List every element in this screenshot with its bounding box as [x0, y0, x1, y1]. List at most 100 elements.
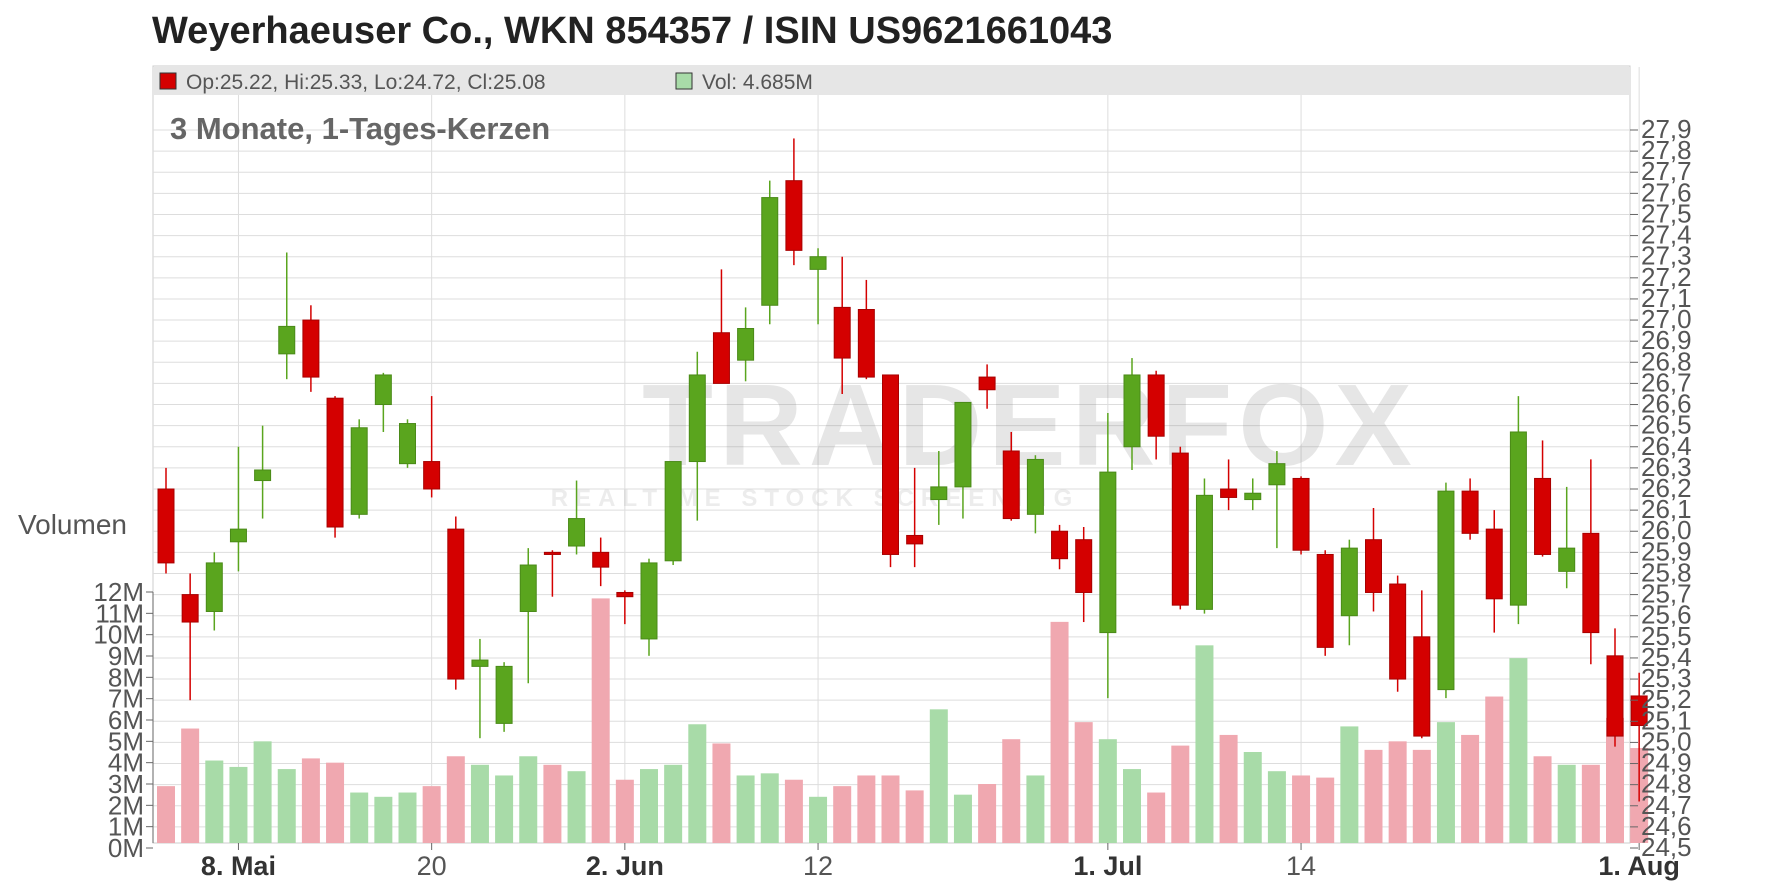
price-tick-label: 25,5 — [1641, 621, 1692, 651]
price-tick-label: 26,8 — [1641, 346, 1692, 376]
price-tick-label: 24,7 — [1641, 790, 1692, 820]
volume-bar — [640, 769, 658, 843]
volume-bar — [543, 764, 562, 843]
volume-tick-label: 12M — [93, 577, 144, 607]
volume-bar — [1340, 726, 1359, 843]
candle — [495, 662, 513, 732]
volume-bar — [1485, 696, 1504, 843]
candle-body — [181, 594, 199, 623]
volume-bar — [688, 724, 707, 843]
price-tick-label: 25,1 — [1641, 705, 1692, 735]
date-tick-label: 2. Jun — [586, 851, 664, 881]
price-tick-label: 27,8 — [1641, 135, 1692, 165]
candle-body — [229, 528, 247, 543]
candle-body — [1316, 553, 1334, 648]
price-tick-label: 25,4 — [1641, 642, 1692, 672]
candle — [1268, 450, 1286, 549]
candle-body — [157, 488, 175, 564]
volume-bar — [784, 779, 803, 843]
price-tick-label: 25,7 — [1641, 579, 1692, 609]
price-tick-label: 27,4 — [1641, 220, 1692, 250]
candle — [302, 305, 320, 392]
chart-subtitle: 3 Monate, 1-Tages-Kerzen — [170, 111, 550, 146]
candles — [157, 138, 1648, 802]
price-tick-label: 26,5 — [1641, 410, 1692, 440]
volume-bar — [495, 775, 514, 843]
volume-bar — [229, 766, 248, 843]
candle-body — [1123, 374, 1141, 448]
price-tick-label: 26,9 — [1641, 325, 1692, 355]
info-bar — [153, 67, 1630, 95]
volume-bar — [833, 786, 852, 843]
candle — [1461, 478, 1479, 540]
volume-bar — [1026, 775, 1045, 843]
candle — [1389, 575, 1407, 692]
volume-bar — [181, 728, 200, 843]
candle — [447, 516, 465, 690]
price-tick-label: 25,2 — [1641, 684, 1692, 714]
price-tick-label: 27,5 — [1641, 198, 1692, 228]
candle — [423, 396, 441, 498]
volume-bar — [1002, 739, 1021, 843]
volume-bar — [205, 760, 224, 843]
candle-body — [1051, 530, 1069, 560]
candle-body — [302, 319, 320, 378]
volume-bar — [1292, 775, 1311, 843]
volume-bar — [398, 792, 417, 843]
candle-body — [374, 374, 392, 406]
volume-bar — [1461, 734, 1480, 843]
volume-bar — [1050, 621, 1069, 843]
candle-body — [1365, 539, 1382, 593]
candle — [882, 374, 899, 568]
candle — [1123, 358, 1141, 470]
candle-body — [954, 401, 972, 488]
candle — [1002, 431, 1020, 521]
date-tick-label: 1. Jul — [1073, 851, 1142, 881]
candle-body — [1147, 374, 1165, 437]
date-tick-label: 8. Mai — [201, 851, 276, 881]
candle-body — [1099, 471, 1117, 634]
candle — [1558, 486, 1576, 589]
candle — [1509, 396, 1527, 625]
volume-bar — [953, 794, 972, 843]
date-tick-label: 20 — [417, 851, 447, 881]
candle-body — [1340, 547, 1358, 617]
candle-body — [930, 486, 948, 501]
price-tick-label: 25,6 — [1641, 600, 1692, 630]
candle-body — [568, 518, 586, 547]
volume-bar — [1364, 749, 1383, 843]
candle-body — [785, 180, 803, 251]
candle — [1340, 539, 1358, 646]
volume-tick-label: 7M — [108, 684, 144, 714]
candle — [568, 480, 586, 555]
volume-axis-title: Volumen — [18, 509, 127, 540]
candle — [1365, 508, 1382, 612]
candle-body — [1389, 583, 1407, 680]
candle — [1195, 478, 1213, 614]
volume-bar — [1412, 749, 1431, 843]
candle — [978, 364, 996, 409]
candle — [1534, 440, 1552, 557]
candle — [1075, 527, 1093, 623]
volume-bar — [1147, 792, 1166, 843]
candle — [592, 537, 610, 587]
candle-body — [1558, 547, 1576, 572]
candle-body — [688, 374, 706, 463]
volume-tick-label: 1M — [108, 812, 144, 842]
candle-body — [1437, 490, 1455, 691]
candle-body — [447, 528, 465, 680]
candle — [664, 461, 682, 566]
volume-tick-label: 10M — [93, 620, 144, 650]
candle — [930, 450, 948, 525]
candle — [906, 467, 924, 568]
volume-bar — [1123, 769, 1141, 843]
candle — [254, 425, 272, 519]
candle — [857, 279, 875, 380]
candle-body — [882, 374, 899, 555]
volume-bar — [422, 786, 441, 843]
volume-bar — [1243, 752, 1262, 843]
candle — [1413, 590, 1431, 739]
volume-bar — [1581, 764, 1600, 843]
volume-bar — [760, 773, 779, 843]
